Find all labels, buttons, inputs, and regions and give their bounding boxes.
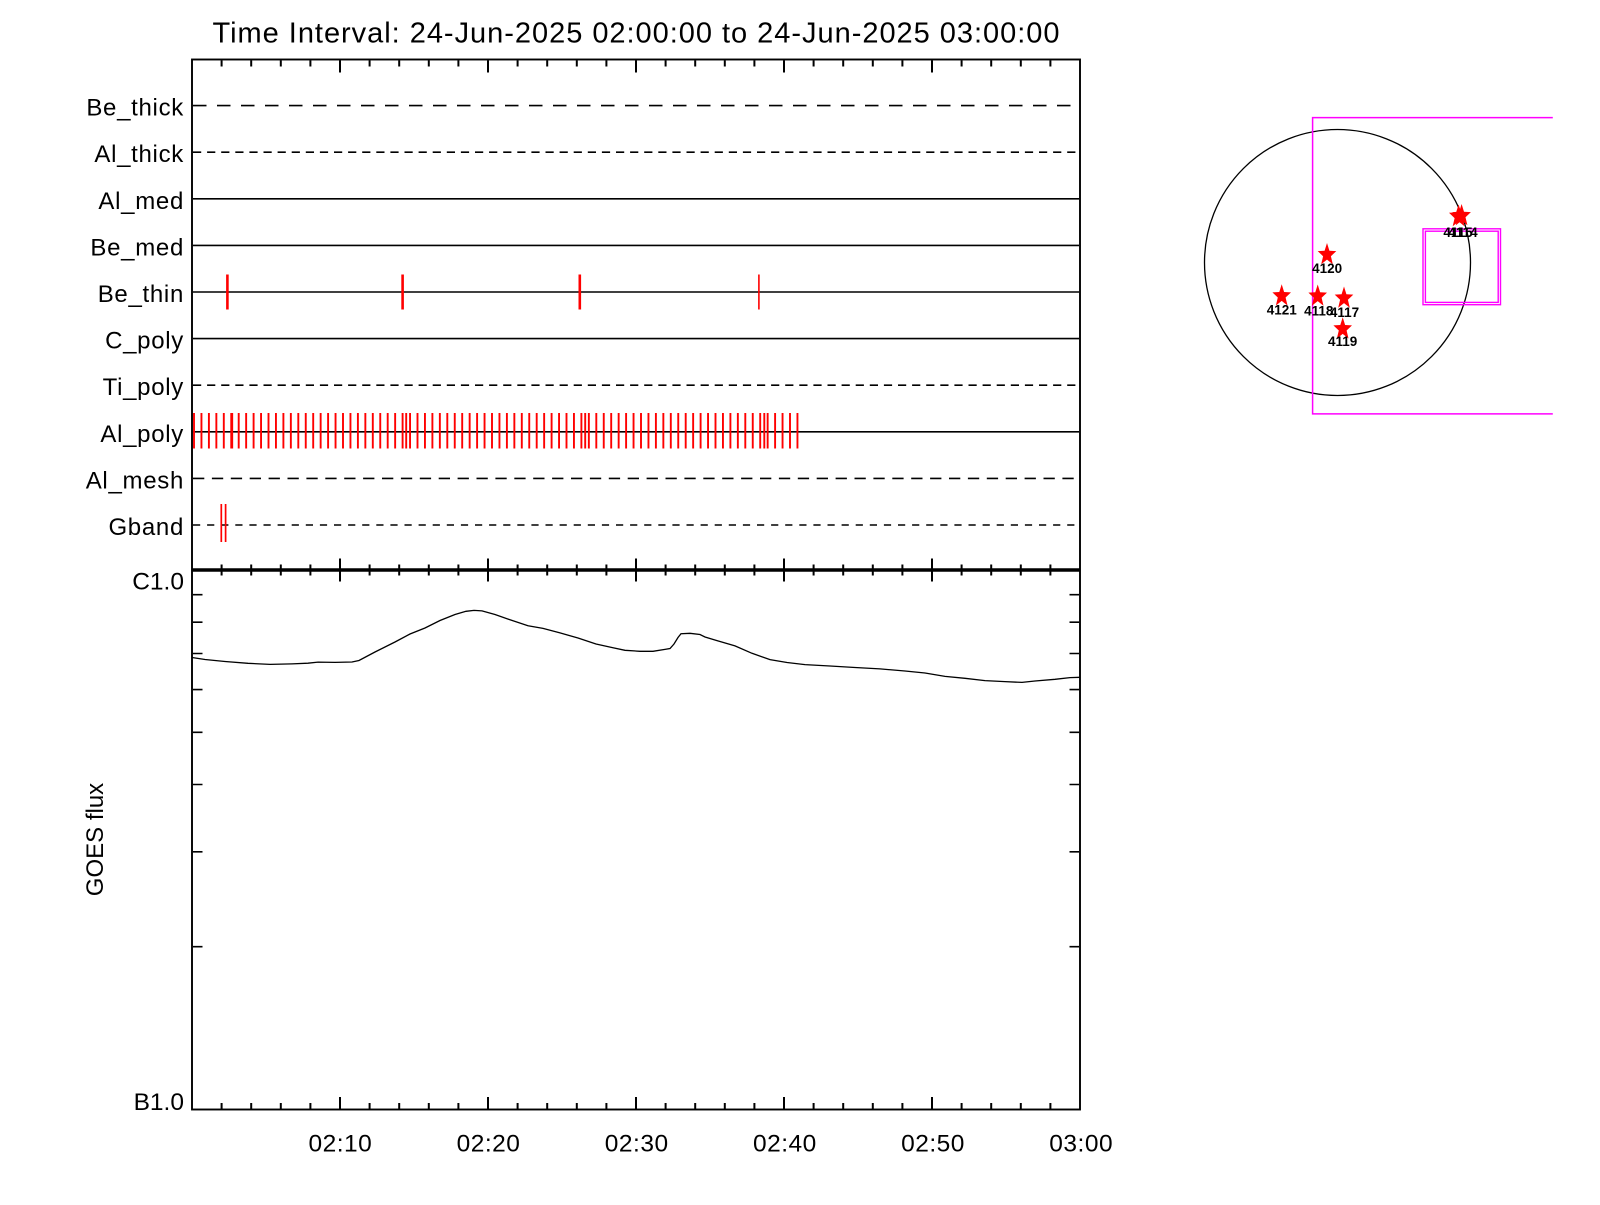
svg-text:Al_thick: Al_thick bbox=[94, 141, 184, 168]
svg-text:Ti_poly: Ti_poly bbox=[103, 374, 184, 401]
svg-text:Gband: Gband bbox=[108, 514, 184, 541]
svg-text:GOES flux: GOES flux bbox=[82, 783, 109, 896]
svg-text:Be_med: Be_med bbox=[90, 234, 184, 261]
svg-text:Al_mesh: Al_mesh bbox=[86, 467, 184, 494]
svg-text:4120: 4120 bbox=[1312, 261, 1342, 276]
svg-text:Time Interval: 24-Jun-2025 02:: Time Interval: 24-Jun-2025 02:00:00 to 2… bbox=[213, 18, 1060, 50]
svg-text:Al_med: Al_med bbox=[98, 188, 184, 215]
svg-text:4118: 4118 bbox=[1304, 304, 1334, 319]
svg-text:02:10: 02:10 bbox=[308, 1131, 372, 1158]
svg-text:Be_thin: Be_thin bbox=[98, 281, 184, 308]
svg-text:4115: 4115 bbox=[1443, 225, 1473, 240]
svg-text:02:20: 02:20 bbox=[457, 1131, 521, 1158]
svg-text:02:50: 02:50 bbox=[901, 1131, 965, 1158]
svg-text:02:30: 02:30 bbox=[605, 1131, 669, 1158]
svg-text:03:00: 03:00 bbox=[1049, 1131, 1113, 1158]
svg-text:Al_poly: Al_poly bbox=[100, 421, 184, 448]
svg-text:Be_thick: Be_thick bbox=[86, 95, 184, 122]
svg-text:4119: 4119 bbox=[1328, 334, 1357, 349]
svg-text:C_poly: C_poly bbox=[105, 328, 184, 355]
svg-text:C1.0: C1.0 bbox=[132, 569, 184, 596]
svg-text:4117: 4117 bbox=[1330, 305, 1359, 320]
svg-text:4114: 4114 bbox=[1448, 225, 1478, 240]
svg-text:4121: 4121 bbox=[1267, 302, 1298, 317]
svg-text:B1.0: B1.0 bbox=[134, 1089, 184, 1116]
svg-text:02:40: 02:40 bbox=[753, 1131, 817, 1158]
